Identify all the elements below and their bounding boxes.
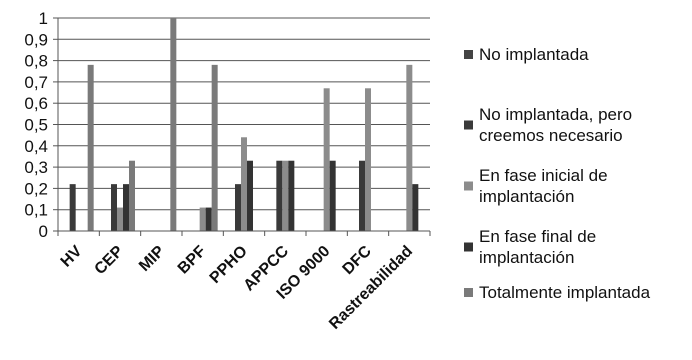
legend-label: Totalmente implantada bbox=[479, 283, 651, 302]
y-tick-label: 0,7 bbox=[24, 73, 48, 92]
bar bbox=[87, 64, 94, 231]
bar bbox=[412, 184, 419, 231]
bar bbox=[276, 160, 283, 231]
legend-label: No implantada bbox=[479, 45, 589, 64]
bar bbox=[288, 160, 295, 231]
x-category-label: HV bbox=[58, 243, 86, 271]
x-category-label: DFC bbox=[340, 242, 376, 278]
axes bbox=[57, 18, 431, 236]
legend-label: En fase final de bbox=[479, 227, 596, 246]
bar bbox=[205, 207, 212, 231]
bar bbox=[117, 207, 123, 231]
y-tick-label: 1 bbox=[39, 9, 48, 28]
bar bbox=[129, 160, 135, 231]
legend-swatch bbox=[464, 50, 473, 59]
y-tick-label: 0,2 bbox=[24, 179, 48, 198]
bar bbox=[365, 88, 371, 231]
bar bbox=[199, 207, 206, 231]
legend-label: No implantada, pero bbox=[479, 105, 632, 124]
bar bbox=[247, 160, 253, 231]
bar bbox=[359, 160, 365, 231]
y-tick-label: 0,4 bbox=[24, 137, 48, 156]
legend-label: implantación bbox=[479, 187, 574, 206]
legend-swatch bbox=[464, 181, 473, 191]
bar bbox=[323, 88, 330, 231]
legend-swatch bbox=[464, 288, 473, 297]
legend-swatch bbox=[464, 120, 473, 130]
legend-swatch bbox=[464, 242, 473, 252]
x-category-label: CEP bbox=[92, 243, 128, 279]
y-tick-label: 0,6 bbox=[24, 94, 48, 113]
bar bbox=[235, 184, 241, 231]
bar bbox=[170, 18, 177, 231]
y-tick-label: 0 bbox=[39, 222, 48, 241]
y-tick-label: 0,5 bbox=[24, 116, 48, 135]
bar bbox=[123, 184, 129, 231]
x-category-label: MIP bbox=[136, 243, 168, 275]
bar bbox=[211, 64, 218, 231]
y-tick-label: 0,1 bbox=[24, 201, 48, 220]
bar bbox=[282, 160, 289, 231]
bar bbox=[111, 184, 117, 231]
x-category-label: BPF bbox=[175, 243, 210, 278]
bar bbox=[241, 137, 247, 231]
bar bbox=[69, 184, 76, 231]
legend-label: implantación bbox=[479, 248, 574, 267]
bar bbox=[406, 64, 413, 231]
legend: No implantada No implantada, pero creemos … bbox=[464, 45, 651, 302]
bars bbox=[69, 18, 419, 231]
bar bbox=[329, 160, 336, 231]
legend-label: En fase inicial de bbox=[479, 166, 608, 185]
y-tick-labels: 0 0,1 0,2 0,3 0,4 0,5 0,6 0,7 0,8 0,9 1 bbox=[24, 9, 48, 241]
y-tick-label: 0,9 bbox=[24, 30, 48, 49]
y-tick-label: 0,8 bbox=[24, 52, 48, 71]
legend-label: creemos necesario bbox=[479, 126, 623, 145]
y-tick-label: 0,3 bbox=[24, 158, 48, 177]
